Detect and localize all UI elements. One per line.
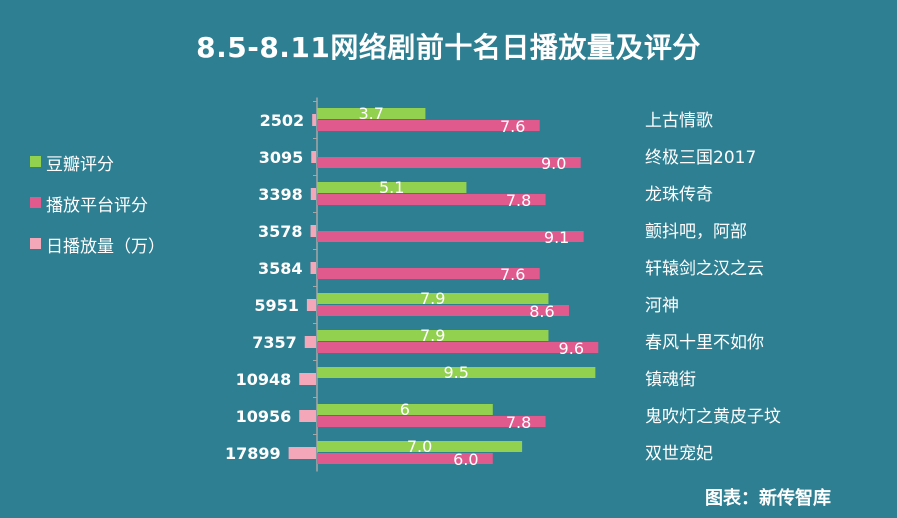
plays-label: 3398 [258, 185, 303, 204]
platform-bar [317, 157, 581, 168]
douban-value-label: 3.7 [358, 104, 383, 123]
plays-label: 7357 [252, 333, 297, 352]
platform-bar [317, 342, 599, 353]
plays-bar [310, 262, 316, 274]
plays-bar [306, 299, 316, 311]
platform-value-label: 7.6 [500, 265, 525, 284]
plays-label: 3578 [258, 222, 303, 241]
douban-bar [317, 182, 467, 193]
platform-bar [317, 416, 546, 427]
douban-bar [317, 404, 493, 415]
category-label: 春风十里不如你 [645, 333, 764, 353]
plays-bar [310, 225, 316, 237]
plays-bar [310, 188, 316, 200]
platform-bar [317, 120, 540, 131]
category-label: 河神 [645, 296, 679, 316]
douban-bar [317, 330, 549, 341]
platform-bar [317, 268, 540, 279]
douban-value-label: 6 [400, 400, 410, 419]
platform-value-label: 7.6 [500, 117, 525, 136]
platform-value-label: 8.6 [529, 302, 554, 321]
plays-label: 17899 [225, 444, 281, 463]
plays-bar [304, 336, 316, 348]
chart-source: 图表：新传智库 [705, 488, 831, 509]
plays-bar [299, 410, 316, 422]
douban-bar [317, 441, 523, 452]
plays-bar [299, 373, 316, 385]
plays-label: 2502 [260, 111, 305, 130]
plays-bar [288, 447, 316, 459]
platform-value-label: 6.0 [453, 450, 478, 469]
legend-label-platform: 播放平台评分 [46, 196, 148, 216]
douban-bar [317, 108, 426, 119]
plays-label: 3584 [258, 259, 303, 278]
legend-swatch-plays [30, 238, 41, 249]
douban-value-label: 7.9 [420, 326, 445, 345]
platform-value-label: 9.6 [559, 339, 584, 358]
platform-value-label: 7.8 [506, 413, 531, 432]
platform-bar [317, 194, 546, 205]
category-label: 终极三国2017 [645, 148, 756, 168]
platform-bar [317, 453, 493, 464]
category-label: 龙珠传奇 [645, 185, 713, 205]
legend-label-douban: 豆瓣评分 [46, 155, 114, 175]
plays-label: 3095 [259, 148, 304, 167]
douban-value-label: 7.0 [407, 437, 432, 456]
category-label: 双世宠妃 [645, 444, 713, 464]
platform-value-label: 9.0 [541, 154, 566, 173]
douban-value-label: 7.9 [420, 289, 445, 308]
douban-bar [317, 293, 549, 304]
douban-bar [317, 367, 596, 378]
platform-value-label: 7.8 [506, 191, 531, 210]
legend-swatch-douban [30, 156, 41, 167]
plays-label: 5951 [254, 296, 299, 315]
category-label: 颤抖吧，阿部 [645, 222, 747, 242]
category-label: 镇魂街 [645, 370, 696, 390]
plays-bar [312, 114, 316, 126]
plays-bar [311, 151, 316, 163]
douban-value-label: 9.5 [443, 363, 468, 382]
legend-label-plays: 日播放量（万） [46, 237, 165, 257]
platform-bar [317, 231, 584, 242]
platform-bar [317, 305, 569, 316]
category-label: 上古情歌 [645, 111, 713, 131]
plays-label: 10948 [236, 370, 292, 389]
chart-title: 8.5-8.11网络剧前十名日播放量及评分 [196, 31, 701, 64]
legend-swatch-platform [30, 197, 41, 208]
douban-value-label: 5.1 [379, 178, 404, 197]
plays-label: 10956 [236, 407, 292, 426]
platform-value-label: 9.1 [544, 228, 569, 247]
category-label: 鬼吹灯之黄皮子坟 [645, 407, 781, 427]
category-label: 轩辕剑之汉之云 [645, 259, 764, 279]
